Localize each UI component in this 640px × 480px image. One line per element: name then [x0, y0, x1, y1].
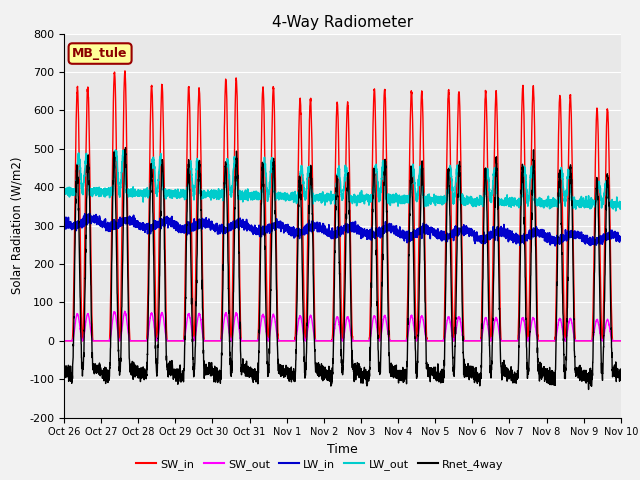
Line: Rnet_4way: Rnet_4way [64, 147, 621, 389]
SW_out [617, 338, 625, 344]
Rnet_4way [616, 366, 624, 372]
LW_out [616, 206, 624, 212]
Rnet_4way [322, 371, 330, 377]
X-axis label: Time: Time [327, 443, 358, 456]
LW_in [616, 235, 624, 241]
LW_in [499, 228, 507, 234]
LW_in [551, 243, 559, 249]
LW_out [322, 192, 330, 198]
LW_in [161, 218, 168, 224]
LW_out [612, 208, 620, 214]
SW_in [436, 338, 444, 344]
LW_out [161, 192, 168, 198]
SW_in [322, 338, 330, 344]
SW_out [121, 308, 129, 314]
LW_in [322, 226, 330, 231]
LW_out [617, 201, 625, 206]
Line: LW_in: LW_in [64, 214, 621, 246]
Rnet_4way [436, 379, 444, 384]
Line: LW_out: LW_out [64, 150, 621, 211]
LW_in [60, 220, 68, 226]
SW_out [499, 338, 507, 344]
Rnet_4way [585, 386, 593, 392]
Legend: SW_in, SW_out, LW_in, LW_out, Rnet_4way: SW_in, SW_out, LW_in, LW_out, Rnet_4way [132, 455, 508, 474]
Rnet_4way [161, 220, 168, 226]
Line: SW_in: SW_in [64, 71, 621, 341]
Rnet_4way [499, 369, 507, 375]
SW_out [322, 338, 330, 344]
Title: 4-Way Radiometer: 4-Way Radiometer [272, 15, 413, 30]
SW_in [121, 68, 129, 74]
SW_out [616, 338, 624, 344]
Y-axis label: Solar Radiation (W/m2): Solar Radiation (W/m2) [11, 157, 24, 294]
SW_in [467, 338, 475, 344]
SW_out [161, 321, 168, 326]
LW_out [111, 147, 119, 153]
SW_in [616, 338, 624, 344]
LW_in [467, 226, 475, 231]
LW_in [86, 211, 93, 216]
Rnet_4way [122, 144, 129, 150]
SW_out [60, 338, 68, 344]
Rnet_4way [617, 377, 625, 383]
Rnet_4way [60, 371, 68, 377]
SW_out [436, 338, 444, 344]
SW_out [467, 338, 475, 344]
LW_in [617, 237, 625, 243]
Text: MB_tule: MB_tule [72, 47, 128, 60]
LW_out [499, 199, 507, 204]
SW_in [161, 178, 168, 184]
SW_in [499, 338, 507, 344]
Line: SW_out: SW_out [64, 311, 621, 341]
LW_in [436, 236, 444, 241]
SW_in [617, 338, 625, 344]
LW_out [467, 196, 475, 202]
LW_out [436, 197, 444, 203]
Rnet_4way [467, 369, 475, 374]
LW_out [60, 187, 68, 193]
SW_in [60, 338, 68, 344]
